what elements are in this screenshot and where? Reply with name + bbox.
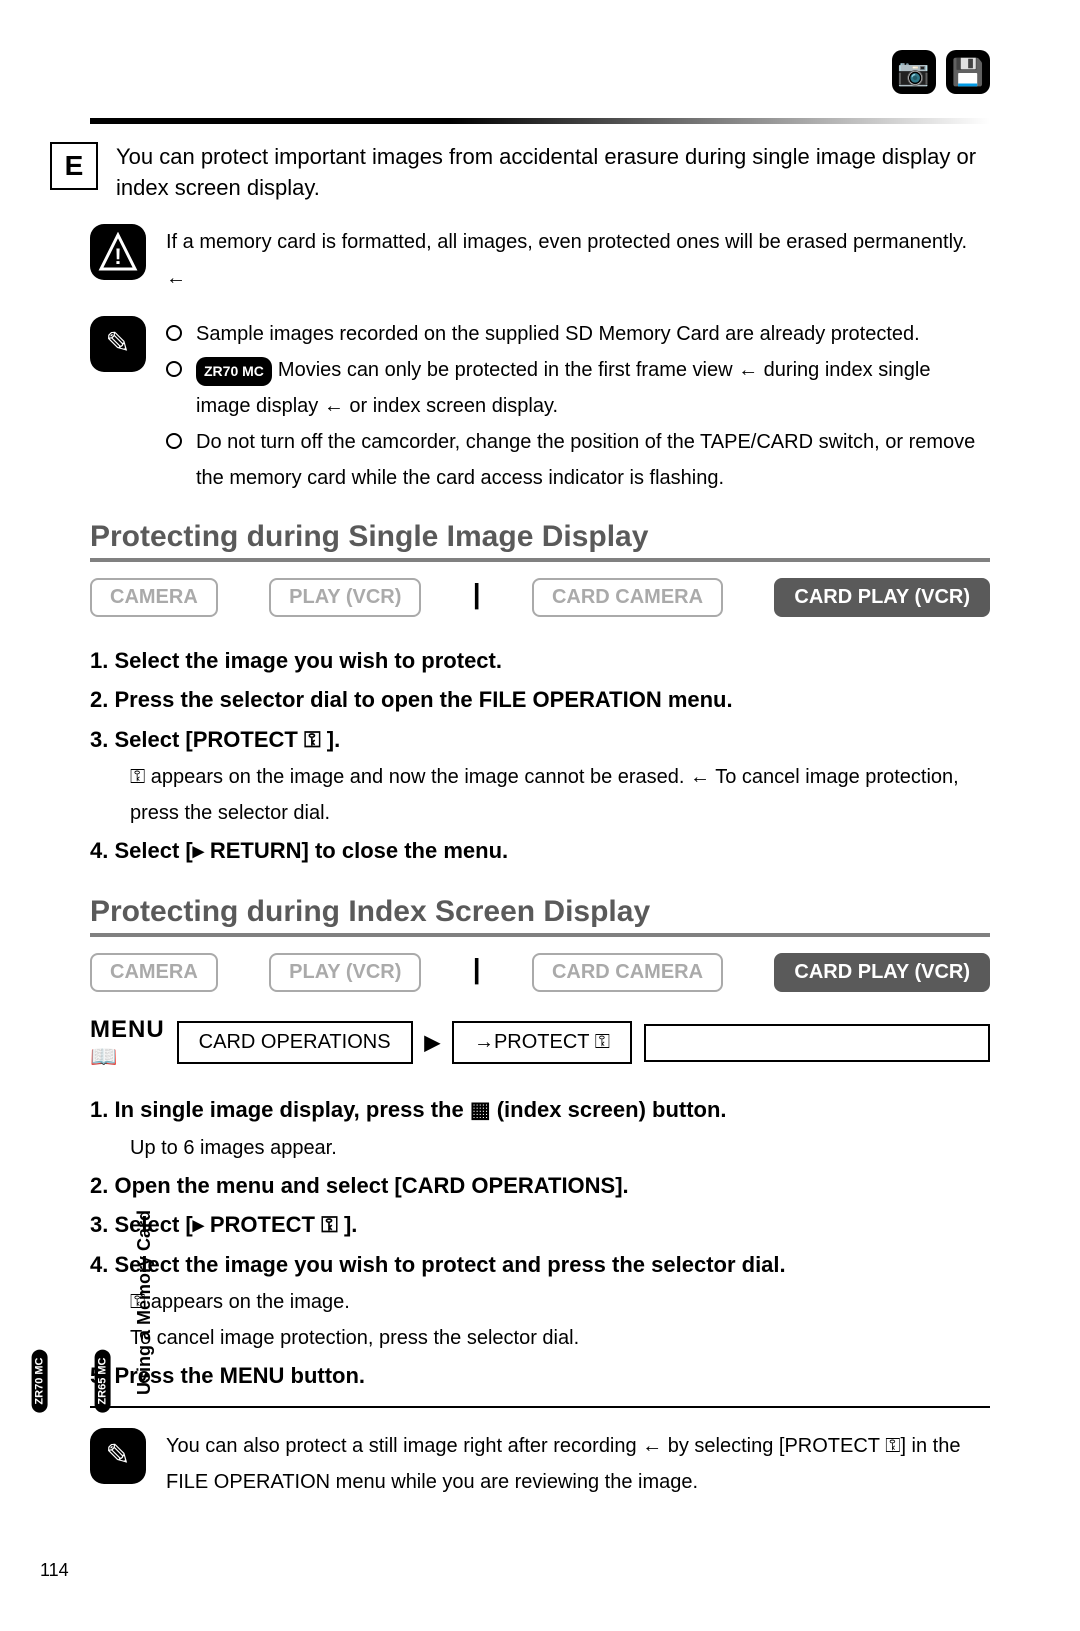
section1-step3-sub: ⚿ appears on the image and now the image… — [130, 759, 990, 831]
menu-box-empty — [644, 1024, 990, 1062]
bullet-icon — [166, 361, 182, 377]
section2-title: Protecting during Index Screen Display — [90, 895, 990, 937]
mode-play-vcr: PLAY (VCR) — [269, 953, 421, 992]
section2-step4-sub2: To cancel image protection, press the se… — [130, 1320, 990, 1356]
mode-card-play-vcr: CARD PLAY (VCR) — [774, 953, 990, 992]
side-tab: ZR70 MC ZR65 MC Using a Memory Card — [8, 1210, 155, 1395]
section2-step3: 3. Select [▸ PROTECT ⚿ ]. — [90, 1205, 990, 1245]
warning-text: If a memory card is formatted, all image… — [166, 224, 990, 296]
mode-card-camera: CARD CAMERA — [532, 953, 723, 992]
section2-step4-sub1: ⚿ appears on the image. — [130, 1284, 990, 1320]
note-icon: ✎ — [90, 1428, 146, 1484]
section2-step1-sub: Up to 6 images appear. — [130, 1130, 990, 1166]
section1-step1: 1. Select the image you wish to protect. — [90, 641, 990, 681]
page-number: 114 — [40, 1560, 1040, 1581]
section2-step5: 5. Press the MENU button. — [90, 1356, 990, 1396]
header-gradient-bar — [90, 118, 990, 124]
bottom-note: You can also protect a still image right… — [166, 1428, 990, 1500]
mode-play-vcr: PLAY (VCR) — [269, 578, 421, 617]
section2-step1: 1. In single image display, press the ▦ … — [90, 1090, 990, 1130]
mode-card-play-vcr: CARD PLAY (VCR) — [774, 578, 990, 617]
note-line-1: Sample images recorded on the supplied S… — [196, 316, 920, 352]
camera-card-icon: 📷 — [892, 50, 936, 94]
section1-step3: 3. Select [PROTECT ⚿ ]. — [90, 720, 990, 760]
memory-card-icon: 💾 — [946, 50, 990, 94]
top-icon-bar: 📷 💾 — [40, 50, 990, 94]
section1-step2: 2. Press the selector dial to open the F… — [90, 680, 990, 720]
arrow-right-icon: ▶ — [425, 1030, 440, 1055]
bottom-divider — [90, 1406, 990, 1408]
menu-label: MENU — [90, 1016, 165, 1044]
section2-mode-row: CAMERA PLAY (VCR) | CARD CAMERA CARD PLA… — [90, 953, 990, 992]
bullet-icon — [166, 433, 182, 449]
mode-separator: | — [473, 953, 481, 992]
zr70-badge: ZR70 MC — [196, 357, 272, 386]
mode-separator: | — [473, 578, 481, 617]
note-line-3: Do not turn off the camcorder, change th… — [196, 424, 990, 496]
section1-title: Protecting during Single Image Display — [90, 520, 990, 562]
side-badge-1: ZR70 MC — [32, 1350, 48, 1413]
mode-camera: CAMERA — [90, 578, 218, 617]
bullet-icon — [166, 325, 182, 341]
section1-mode-row: CAMERA PLAY (VCR) | CARD CAMERA CARD PLA… — [90, 578, 990, 617]
side-badge-2: ZR65 MC — [95, 1350, 111, 1413]
note-icon: ✎ — [90, 316, 146, 372]
section2-step2: 2. Open the menu and select [CARD OPERAT… — [90, 1166, 990, 1206]
menu-box-card-ops: CARD OPERATIONS — [177, 1021, 413, 1064]
mode-camera: CAMERA — [90, 953, 218, 992]
warning-icon: ! — [90, 224, 146, 280]
section1-step4: 4. Select [▸ RETURN] to close the menu. — [90, 831, 990, 871]
section2-step4: 4. Select the image you wish to protect … — [90, 1245, 990, 1285]
note-line-2: Movies can only be protected in the firs… — [196, 359, 930, 417]
svg-text:!: ! — [114, 244, 121, 269]
language-e-box: E — [50, 142, 98, 190]
menu-box-protect: →PROTECT ⚿ — [452, 1021, 632, 1064]
intro-text: You can protect important images from ac… — [116, 142, 990, 204]
book-icon: 📖 — [90, 1044, 165, 1070]
mode-card-camera: CARD CAMERA — [532, 578, 723, 617]
